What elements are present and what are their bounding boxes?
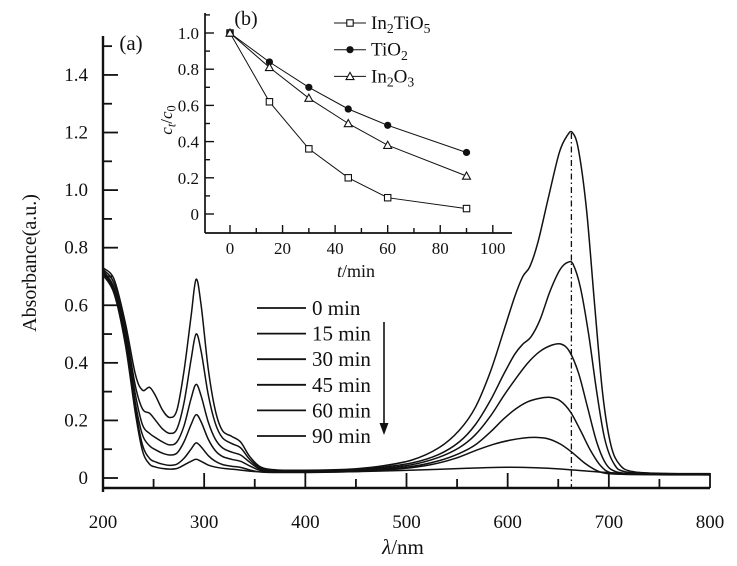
open-triangle-marker bbox=[461, 170, 472, 180]
inset-y-tick-label: 0.2 bbox=[178, 169, 199, 188]
inset-series-line bbox=[229, 32, 467, 153]
legend-label: 60 min bbox=[312, 398, 371, 422]
inset-y-axis-title: ct/c0 bbox=[157, 105, 179, 134]
inset-x-tick-label: 20 bbox=[274, 239, 291, 258]
main-x-tick-label: 600 bbox=[493, 512, 522, 533]
inset-legend-label: In2O3 bbox=[371, 66, 414, 89]
open-square-marker bbox=[462, 204, 471, 213]
main-y-tick-label: 0.2 bbox=[64, 410, 88, 431]
open-square-marker bbox=[265, 98, 274, 106]
inset-y-tick-label: 0.4 bbox=[178, 133, 200, 152]
open-triangle-legend-marker bbox=[345, 71, 355, 81]
open-square-legend-marker bbox=[346, 19, 354, 27]
main-y-tick-label: 0 bbox=[79, 468, 89, 489]
main-y-tick-label: 1.2 bbox=[64, 123, 88, 144]
inset-x-tick-label: 80 bbox=[432, 239, 449, 258]
filled-circle-marker bbox=[305, 83, 313, 91]
main-x-tick-label: 500 bbox=[392, 512, 421, 533]
open-square-marker bbox=[344, 174, 353, 182]
curve-90-min bbox=[102, 274, 711, 476]
filled-circle-marker bbox=[265, 58, 274, 66]
inset-x-tick-label: 100 bbox=[480, 239, 506, 258]
main-curves bbox=[102, 130, 711, 476]
open-triangle-marker bbox=[264, 62, 275, 72]
filled-circle-marker bbox=[462, 148, 471, 157]
filled-circle-marker bbox=[344, 105, 352, 113]
inset-plot: 0 0.2 0.4 0.6 0.8 1.0 0 20 40 60 80 100 ct/c0 t/min (b… bbox=[157, 8, 512, 281]
inset-x-tick-label: 0 bbox=[226, 239, 235, 258]
open-square-marker bbox=[305, 145, 313, 153]
main-y-axis-title: Absorbance(a.u.) bbox=[19, 194, 41, 332]
main-x-tick-label: 200 bbox=[89, 512, 118, 533]
open-triangle-marker bbox=[382, 140, 393, 149]
filled-circle-legend-marker bbox=[346, 46, 354, 54]
main-y-tick-label: 0.6 bbox=[64, 295, 88, 316]
legend-label: 30 min bbox=[312, 347, 371, 371]
legend-label: 0 min bbox=[312, 296, 361, 320]
inset-x-axis-title: t/min bbox=[337, 261, 375, 281]
inset-series-line bbox=[229, 32, 467, 210]
open-triangle-marker bbox=[343, 118, 354, 128]
main-x-tick-label: 400 bbox=[291, 512, 320, 533]
main-x-axis-title: λ/nm bbox=[381, 535, 424, 559]
legend-label: 45 min bbox=[312, 373, 371, 397]
inset-x-tick-label: 60 bbox=[379, 239, 396, 258]
inset-y-tick-label: 0 bbox=[191, 205, 200, 224]
inset-y-tick-label: 1.0 bbox=[178, 24, 199, 43]
main-y-tick-label: 1.0 bbox=[64, 180, 88, 201]
main-x-tick-label: 700 bbox=[595, 512, 624, 533]
inset-ticks bbox=[205, 14, 494, 233]
panel-b-label: (b) bbox=[234, 8, 257, 30]
open-square-marker bbox=[383, 193, 392, 202]
inset-legend-label: In2TiO5 bbox=[371, 13, 431, 36]
main-y-tick-label: 0.8 bbox=[64, 238, 88, 259]
inset-legend: In2TiO5 TiO2 In2O3 bbox=[334, 13, 431, 90]
inset-y-tick-label: 0.8 bbox=[178, 60, 199, 79]
main-x-tick-label: 800 bbox=[696, 512, 725, 533]
open-triangle-marker bbox=[225, 27, 235, 37]
main-y-tick-label: 1.4 bbox=[64, 65, 88, 86]
curve-0-min bbox=[102, 130, 711, 475]
panel-a-label: (a) bbox=[119, 31, 142, 55]
main-y-tick-label: 0.4 bbox=[64, 353, 88, 374]
inset-series-in2o3 bbox=[225, 27, 472, 180]
curve-60-min bbox=[102, 273, 711, 476]
main-x-tick-label: 300 bbox=[190, 512, 219, 533]
legend-time-arrow-down-icon bbox=[379, 423, 389, 435]
inset-series-tio2 bbox=[226, 29, 471, 157]
inset-series-line bbox=[229, 32, 467, 177]
legend-label: 90 min bbox=[312, 424, 371, 448]
open-triangle-marker bbox=[303, 93, 314, 102]
inset-legend-label: TiO2 bbox=[371, 40, 408, 63]
filled-circle-marker bbox=[384, 121, 392, 129]
legend-label: 15 min bbox=[312, 322, 371, 346]
inset-x-tick-label: 40 bbox=[327, 239, 344, 258]
inset-y-tick-label: 0.6 bbox=[178, 96, 199, 115]
